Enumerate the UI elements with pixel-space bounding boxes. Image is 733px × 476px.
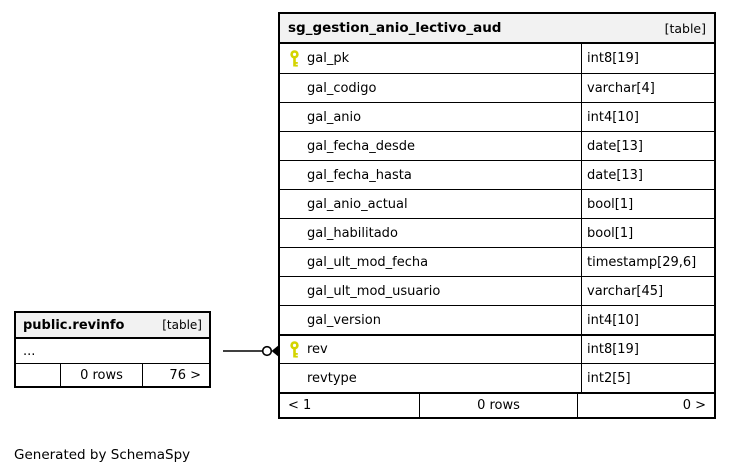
main-table-footer: < 1 0 rows 0 > xyxy=(280,392,714,417)
column-name-cell: gal_codigo xyxy=(280,74,581,102)
column-row-gal-version: gal_version int4[10] xyxy=(280,305,714,334)
column-row-revtype: revtype int2[5] xyxy=(280,363,714,392)
column-name-label: gal_ult_mod_fecha xyxy=(307,254,429,270)
column-type-label: int4[10] xyxy=(581,306,714,334)
ref-table-title[interactable]: public.revinfo xyxy=(23,317,125,333)
column-type-label: varchar[4] xyxy=(581,74,714,102)
connector-arrowhead-icon xyxy=(271,345,278,357)
schemaspy-credit-text: Generated by SchemaSpy xyxy=(14,447,191,463)
connector-circle-end xyxy=(261,345,273,357)
column-type-label: date[13] xyxy=(581,161,714,189)
main-footer-row-count: 0 rows xyxy=(420,394,578,417)
main-table-column-list: gal_pk int8[19] gal_codigo varchar[4] gal_an… xyxy=(280,44,714,392)
column-type-label: varchar[45] xyxy=(581,277,714,305)
ref-table-collapsed-columns: ... xyxy=(16,339,209,364)
column-name-label: gal_codigo xyxy=(307,80,377,96)
column-name-cell: gal_habilitado xyxy=(280,219,581,247)
column-row-gal-anio-actual: gal_anio_actual bool[1] xyxy=(280,189,714,218)
main-table-type-badge: [table] xyxy=(664,20,706,36)
primary-key-icon xyxy=(288,49,300,68)
column-name-label: gal_anio xyxy=(307,109,362,125)
column-type-label: bool[1] xyxy=(581,219,714,247)
column-name-cell: gal_ult_mod_usuario xyxy=(280,277,581,305)
column-name-cell: revtype xyxy=(280,364,581,392)
main-table-title[interactable]: sg_gestion_anio_lectivo_aud xyxy=(288,20,502,36)
column-name-cell: gal_anio xyxy=(280,103,581,131)
primary-key-icon xyxy=(288,340,300,359)
column-row-gal-ult-mod-fecha: gal_ult_mod_fecha timestamp[29,6] xyxy=(280,247,714,276)
column-row-gal-habilitado: gal_habilitado bool[1] xyxy=(280,218,714,247)
relationship-connector xyxy=(223,345,278,357)
column-name-label: gal_habilitado xyxy=(307,225,398,241)
column-type-label: int2[5] xyxy=(581,364,714,392)
column-row-gal-ult-mod-usuario: gal_ult_mod_usuario varchar[45] xyxy=(280,276,714,305)
column-name-cell: gal_pk xyxy=(280,44,581,73)
column-row-gal-pk: gal_pk int8[19] xyxy=(280,44,714,73)
table-node-public-revinfo[interactable]: public.revinfo [table] ... 0 rows 76 > xyxy=(14,311,211,388)
column-row-gal-anio: gal_anio int4[10] xyxy=(280,102,714,131)
ref-footer-row-count: 0 rows xyxy=(61,364,143,386)
table-node-sg-gestion-anio-lectivo-aud[interactable]: sg_gestion_anio_lectivo_aud [table] gal_… xyxy=(278,12,716,419)
column-row-gal-fecha-hasta: gal_fecha_hasta date[13] xyxy=(280,160,714,189)
main-footer-children-count: < 1 xyxy=(280,394,420,417)
ref-table-type-badge: [table] xyxy=(162,318,202,332)
column-name-cell: gal_anio_actual xyxy=(280,190,581,218)
column-row-rev: rev int8[19] xyxy=(280,334,714,363)
column-type-label: bool[1] xyxy=(581,190,714,218)
column-name-cell: gal_version xyxy=(280,306,581,334)
column-name-label: gal_version xyxy=(307,312,381,328)
column-type-label: date[13] xyxy=(581,132,714,160)
column-name-label: gal_ult_mod_usuario xyxy=(307,283,441,299)
ref-footer-parents-count: 76 > xyxy=(169,367,201,383)
column-name-cell: gal_fecha_hasta xyxy=(280,161,581,189)
column-name-label: gal_anio_actual xyxy=(307,196,408,212)
column-row-gal-fecha-desde: gal_fecha_desde date[13] xyxy=(280,131,714,160)
column-name-cell: rev xyxy=(280,336,581,363)
ref-footer-children-count xyxy=(16,364,61,386)
column-type-label: int8[19] xyxy=(581,336,714,363)
column-name-label: revtype xyxy=(307,370,357,386)
column-row-gal-codigo: gal_codigo varchar[4] xyxy=(280,73,714,102)
ref-table-footer: 0 rows 76 > xyxy=(16,364,209,386)
main-footer-parents-count: 0 > xyxy=(682,398,706,413)
column-name-label: gal_fecha_hasta xyxy=(307,167,412,183)
ref-table-header[interactable]: public.revinfo [table] xyxy=(16,313,209,339)
column-type-label: int8[19] xyxy=(581,44,714,73)
column-name-label: gal_pk xyxy=(307,51,350,66)
column-type-label: timestamp[29,6] xyxy=(581,248,714,276)
column-type-label: int4[10] xyxy=(581,103,714,131)
column-name-label: gal_fecha_desde xyxy=(307,138,416,154)
column-name-cell: gal_fecha_desde xyxy=(280,132,581,160)
column-name-cell: gal_ult_mod_fecha xyxy=(280,248,581,276)
main-table-header[interactable]: sg_gestion_anio_lectivo_aud [table] xyxy=(280,14,714,44)
column-name-label: rev xyxy=(307,342,328,357)
